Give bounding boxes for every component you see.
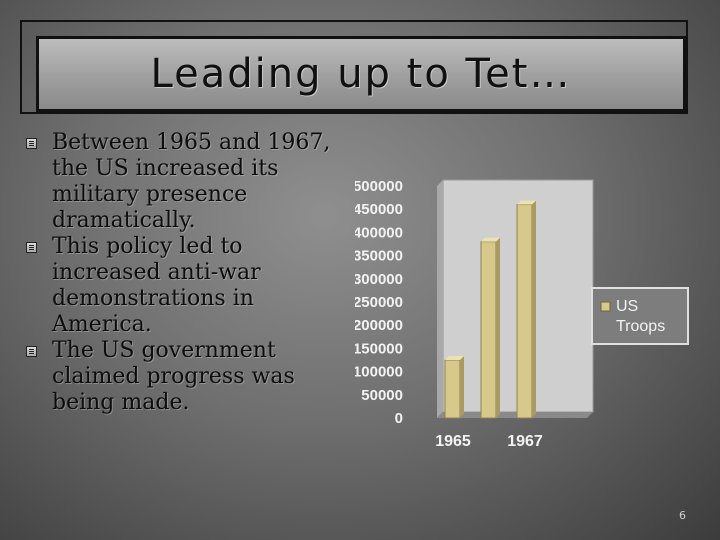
y-tick-label: 100000 xyxy=(355,364,403,381)
bar-top xyxy=(517,200,536,205)
bullet-text: The US government claimed progress was b… xyxy=(52,338,295,415)
bar-front xyxy=(444,359,461,419)
bullet-item: Between 1965 and 1967, the US increased … xyxy=(24,130,354,234)
page-number: 6 xyxy=(679,509,686,522)
x-tick-label: 1965 xyxy=(435,433,471,450)
y-tick-label: 350000 xyxy=(355,248,403,265)
bar-top xyxy=(445,356,464,360)
y-tick-label: 400000 xyxy=(355,224,403,241)
bullet-item: The US government claimed progress was b… xyxy=(24,338,354,416)
bar-side xyxy=(460,356,464,418)
legend-label-line: Troops xyxy=(616,318,665,335)
legend-label-line: US xyxy=(616,298,638,315)
legend-box xyxy=(591,287,689,345)
bullet-text: This policy led to increased anti-war de… xyxy=(52,234,261,337)
bar-front xyxy=(516,204,533,419)
bar-front xyxy=(480,241,497,419)
y-tick-label: 250000 xyxy=(355,294,403,311)
bullet-box-icon xyxy=(26,242,37,253)
bar-top xyxy=(481,237,500,242)
bullet-box-icon xyxy=(26,138,37,149)
y-tick-label: 300000 xyxy=(355,271,403,288)
y-tick-label: 450000 xyxy=(355,201,403,218)
y-tick-label: 50000 xyxy=(361,387,403,404)
bar-side xyxy=(496,237,500,418)
title-frame xyxy=(20,20,688,114)
slide-title: Leading up to Tet… xyxy=(150,51,572,97)
x-tick-label: 1967 xyxy=(507,433,543,450)
bar-side xyxy=(532,200,536,418)
y-tick-label: 0 xyxy=(395,410,403,427)
y-tick-label: 150000 xyxy=(355,340,403,357)
y-tick-label: 500000 xyxy=(355,178,403,195)
title-box: Leading up to Tet… xyxy=(36,36,686,112)
plot-floor xyxy=(437,412,593,418)
troop-chart: 0 50000 100000 150000 200000 250000 300000 3500… xyxy=(355,178,689,450)
y-tick-label: 200000 xyxy=(355,317,403,334)
bullet-list: Between 1965 and 1967, the US increased … xyxy=(24,130,354,416)
bullet-item: This policy led to increased anti-war de… xyxy=(24,234,354,338)
plot-side-wall xyxy=(437,180,443,418)
legend-swatch xyxy=(600,301,611,312)
bullet-text: Between 1965 and 1967, the US increased … xyxy=(52,130,331,233)
bullet-box-icon xyxy=(26,346,37,357)
